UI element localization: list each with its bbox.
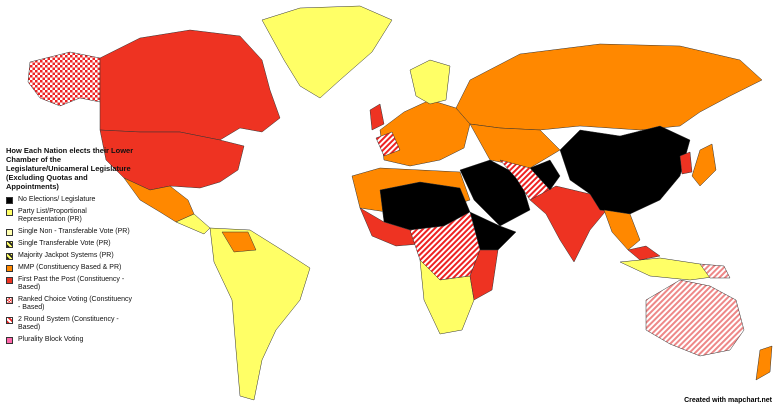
png [699,263,731,279]
france [375,131,401,157]
afghanistan [529,159,561,191]
venezuela [221,231,257,253]
legend-swatch [6,265,13,272]
new-zealand [755,345,773,381]
legend-item: Majority Jackpot Systems (PR) [6,252,134,260]
uk [369,103,385,131]
legend-item: Single Non - Transferable Vote (PR) [6,228,134,236]
legend-swatch [6,297,13,304]
legend-item: Party List/Proportional Representation (… [6,208,134,224]
legend-label: Single Transferable Vote (PR) [18,240,111,247]
legend-label: MMP (Constituency Based & PR) [18,264,122,271]
canada [99,29,281,141]
legend-item: 2 Round System (Constituency - Based) [6,316,134,332]
legend-item: Single Transferable Vote (PR) [6,240,134,248]
middle-east [459,159,531,227]
legend-item: First Past the Post (Constituency - Base… [6,276,134,292]
legend-item: Plurality Block Voting [6,336,134,344]
legend-swatch [6,337,13,344]
legend-swatch [6,317,13,324]
legend-label: 2 Round System (Constituency - Based) [18,316,119,331]
legend-item: Ranked Choice Voting (Constituency - Bas… [6,296,134,312]
legend-swatch [6,229,13,236]
africa-south [419,259,475,335]
legend-label: First Past the Post (Constituency - Base… [18,276,125,291]
legend-label: Plurality Block Voting [18,336,84,343]
legend-swatch [6,209,13,216]
se-asia [603,209,641,251]
legend-item: No Elections/ Legislature [6,196,134,204]
south-america [209,227,311,401]
legend-label: Ranked Choice Voting (Constituency - Bas… [18,296,133,311]
australia [645,279,745,357]
legend-label: Majority Jackpot Systems (PR) [18,252,114,259]
credit: Created with mapchart.net [684,397,772,404]
legend: How Each Nation elects their Lower Chamb… [6,146,134,348]
east-africa [469,249,499,301]
legend-swatch [6,241,13,248]
india [529,185,611,263]
europe [379,99,471,167]
russia [455,43,763,131]
legend-swatch [6,253,13,260]
central-america [175,213,211,235]
china [559,125,691,215]
legend-label: Party List/Proportional Representation (… [18,208,87,223]
malaysia [627,245,661,261]
korea [679,151,693,175]
alaska [27,51,101,107]
legend-item: MMP (Constituency Based & PR) [6,264,134,272]
scandinavia [409,59,451,105]
legend-label: Single Non - Transferable Vote (PR) [18,228,130,235]
japan [691,143,717,187]
legend-swatch [6,277,13,284]
legend-title: How Each Nation elects their Lower Chamb… [6,146,134,191]
legend-swatch [6,197,13,204]
legend-items: No Elections/ Legislature Party List/Prop… [6,196,134,344]
greenland [261,5,393,99]
legend-label: No Elections/ Legislature [18,196,96,203]
